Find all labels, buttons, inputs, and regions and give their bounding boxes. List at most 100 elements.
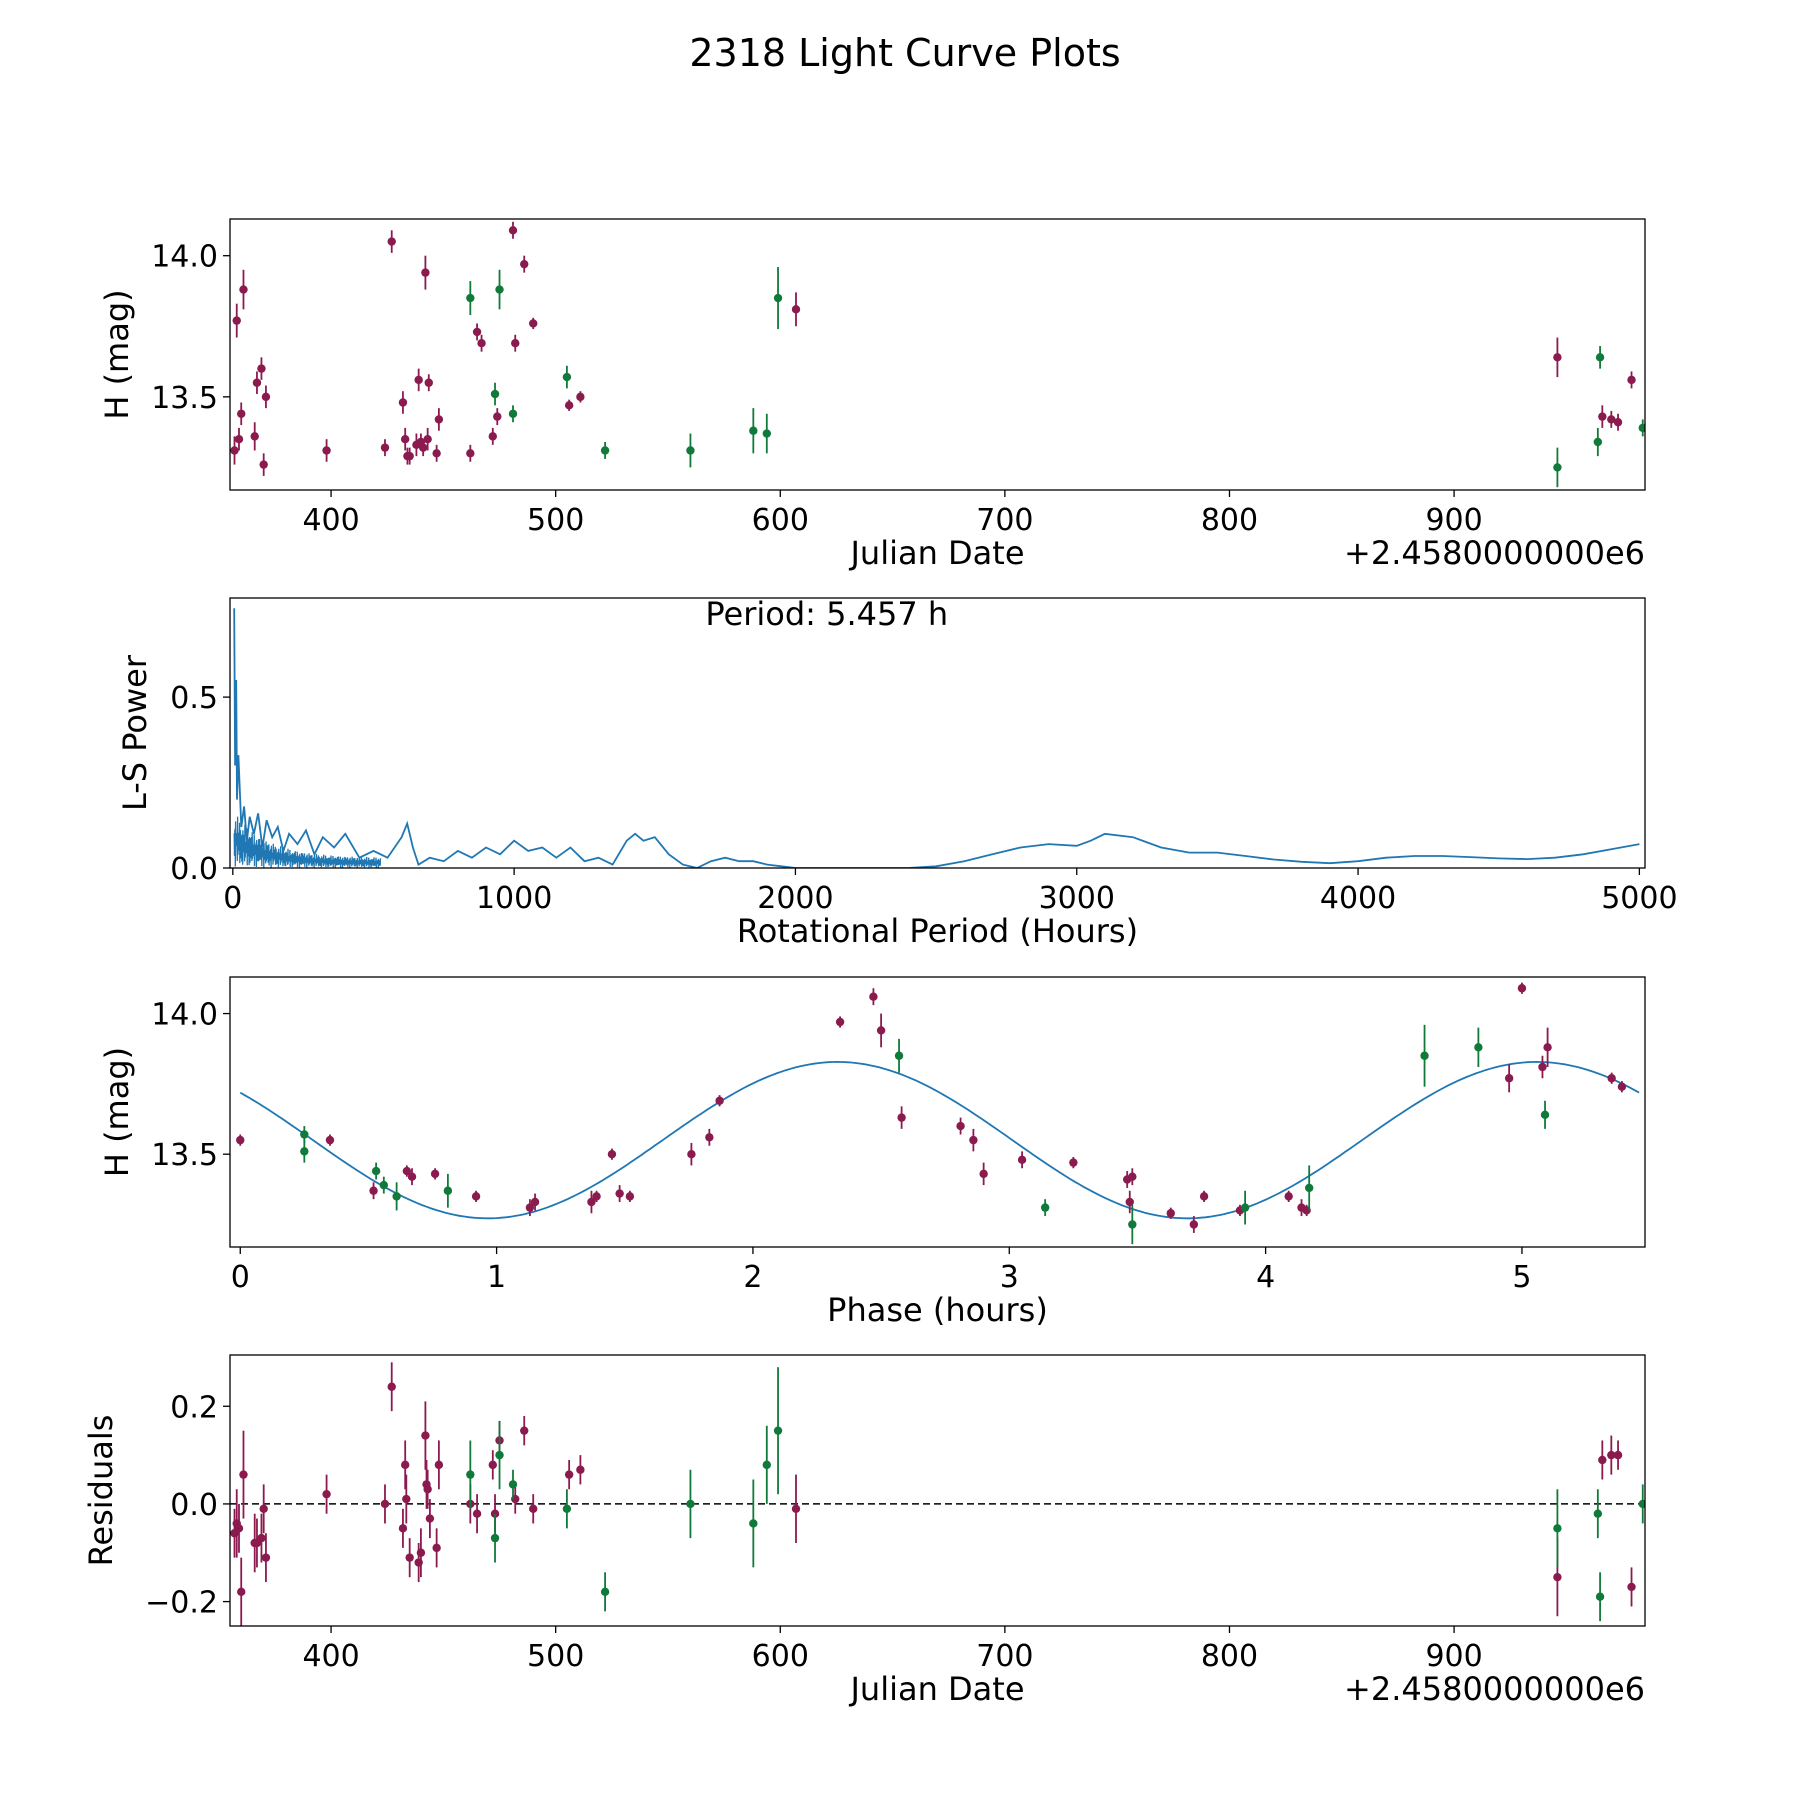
periodogram-frame — [229, 597, 1646, 869]
residuals-data-point — [402, 1494, 411, 1504]
lightcurve-data-point — [1595, 353, 1605, 362]
figure-title: 2318 Light Curve Plots — [689, 31, 1120, 75]
lightcurve-xtick-label: 800 — [1201, 503, 1258, 538]
phased-data-point — [897, 1113, 906, 1122]
residuals-plot-area — [230, 1362, 1645, 1626]
phased-data-point — [1607, 1074, 1616, 1083]
phased-data-point — [471, 1192, 481, 1201]
phased-data-point — [300, 1130, 309, 1139]
phased-data-point — [969, 1135, 978, 1145]
periodogram-power-dense — [233, 816, 382, 868]
periodogram-axes: 0 1000 2000 3000 4000 5000 0.0 0.5 Rotational Pe… — [116, 595, 1678, 950]
phased-data-point — [1617, 1082, 1627, 1091]
residuals-xtick-label: 500 — [527, 1639, 584, 1674]
residuals-xtick-label: 900 — [1425, 1639, 1482, 1674]
phased-data-point — [615, 1189, 624, 1198]
lightcurve-data-point — [232, 316, 241, 325]
phased-y-axis-label: H (mag) — [98, 1047, 136, 1177]
periodogram-xtick-label: 3000 — [1039, 881, 1115, 916]
lightcurve-offset-label: +2.4580000000e6 — [1344, 534, 1645, 572]
residuals-ytick-label: 0.0 — [170, 1488, 218, 1523]
lightcurve-data-point — [686, 446, 695, 455]
lightcurve-data-point — [520, 259, 529, 269]
residuals-xtick-label: 600 — [752, 1639, 809, 1674]
lightcurve-data-point — [508, 226, 518, 235]
lightcurve-data-point — [1613, 418, 1623, 427]
phased-data-point — [1420, 1051, 1429, 1060]
residuals-data-point — [237, 1587, 246, 1597]
periodogram-xtick-label: 4000 — [1320, 881, 1396, 916]
periodogram-plot-area — [233, 608, 1640, 868]
lightcurve-data-point — [1627, 375, 1636, 385]
phased-x-axis-label: Phase (hours) — [827, 1291, 1048, 1329]
residuals-data-point — [562, 1504, 572, 1514]
lightcurve-data-point — [1553, 353, 1562, 362]
phased-xtick-label: 2 — [743, 1260, 762, 1295]
residuals-data-point — [425, 1514, 435, 1523]
residuals-data-point — [1553, 1524, 1562, 1533]
lightcurve-data-point — [493, 412, 502, 421]
residuals-data-point — [432, 1543, 441, 1553]
phased-data-point — [835, 1017, 845, 1027]
phased-xtick-label: 3 — [1000, 1260, 1019, 1295]
residuals-data-point — [686, 1499, 695, 1509]
phased-data-point — [430, 1169, 440, 1179]
phased-data-point — [371, 1166, 381, 1176]
lightcurve-data-point — [387, 237, 396, 246]
lightcurve-data-point — [322, 446, 331, 455]
lightcurve-axes: 400 500 600 700 800 900 13.5 14.0 Julian Date H (… — [98, 218, 1646, 572]
lightcurve-data-point — [257, 364, 266, 373]
lightcurve-data-point — [380, 443, 390, 452]
residuals-y-axis-label: Residuals — [82, 1415, 120, 1567]
lightcurve-data-point — [1553, 463, 1562, 472]
lightcurve-data-point — [472, 327, 482, 337]
lightcurve-data-point — [237, 409, 246, 418]
lightcurve-xtick-label: 900 — [1425, 503, 1482, 538]
residuals-x-axis-label: Julian Date — [848, 1670, 1024, 1708]
residuals-data-point — [234, 1524, 244, 1533]
lightcurve-data-point — [466, 449, 475, 458]
phased-data-point — [1017, 1155, 1027, 1165]
phased-data-point — [530, 1197, 540, 1207]
phased-data-point — [1128, 1220, 1137, 1229]
phased-data-point — [705, 1133, 714, 1142]
lightcurve-data-point — [398, 398, 408, 407]
residuals-data-point — [261, 1553, 271, 1562]
lightcurve-data-point — [423, 434, 432, 444]
phased-data-point — [1304, 1183, 1314, 1193]
residuals-data-point — [423, 1485, 432, 1494]
lightcurve-xtick-label: 400 — [302, 503, 359, 538]
periodogram-period-annotation: Period: 5.457 h — [705, 595, 948, 633]
lightcurve-data-point — [261, 392, 271, 402]
residuals-data-point — [380, 1499, 390, 1509]
phased-data-point — [325, 1135, 335, 1145]
residuals-data-point — [239, 1470, 248, 1479]
residuals-data-point — [495, 1450, 504, 1460]
lightcurve-xtick-label: 600 — [752, 503, 809, 538]
lightcurve-data-point — [749, 426, 758, 435]
lightcurve-data-point — [490, 389, 500, 399]
phased-data-point — [525, 1203, 535, 1212]
residuals-data-point — [749, 1519, 758, 1528]
lightcurve-data-point — [239, 285, 248, 294]
phased-data-point — [1517, 984, 1527, 993]
phased-frame — [229, 976, 1646, 1248]
phased-axes: 0 1 2 3 4 5 13.5 14.0 Phase (hours) H (mag) — [98, 976, 1646, 1329]
lightcurve-data-point — [230, 446, 239, 455]
lightcurve-data-point — [477, 339, 486, 348]
lightcurve-data-point — [564, 401, 574, 410]
residuals-data-point — [1613, 1450, 1623, 1460]
residuals-data-point — [421, 1431, 430, 1440]
lightcurve-data-point — [511, 339, 520, 348]
residuals-xtick-label: 400 — [302, 1639, 359, 1674]
lightcurve-data-point — [562, 372, 572, 382]
phased-data-point — [300, 1147, 309, 1156]
residuals-data-point — [466, 1470, 475, 1479]
phased-data-point — [1540, 1110, 1550, 1120]
lightcurve-data-point — [488, 432, 497, 441]
lightcurve-data-point — [424, 378, 433, 387]
phased-data-point — [1538, 1062, 1547, 1072]
phased-xtick-label: 5 — [1512, 1260, 1531, 1295]
lightcurve-data-point — [1593, 437, 1603, 447]
